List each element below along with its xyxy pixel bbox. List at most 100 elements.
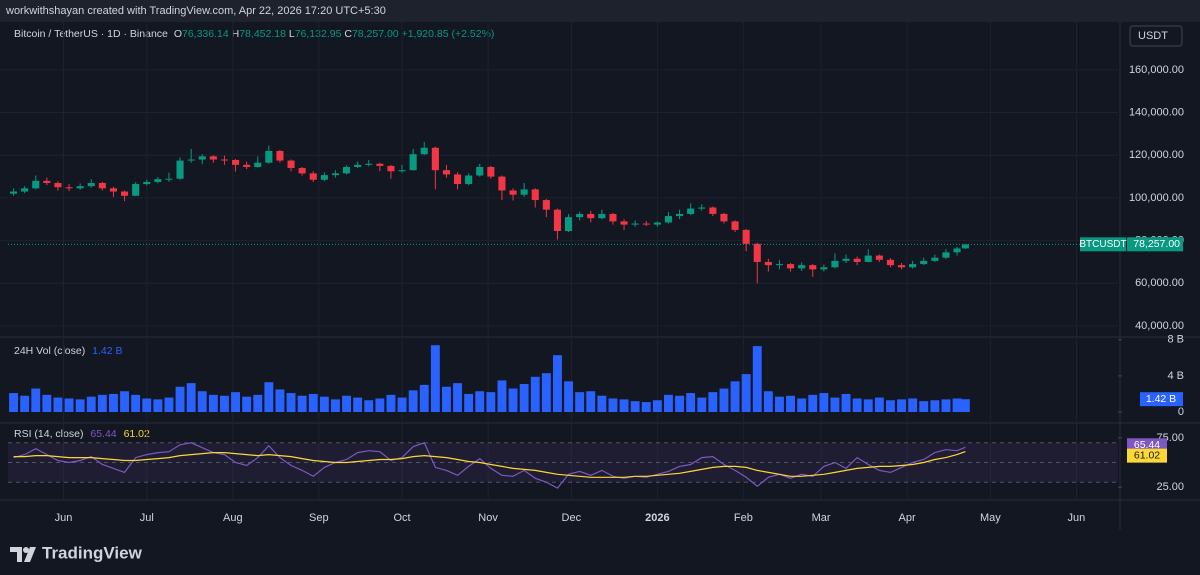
volume-bar	[741, 374, 751, 412]
volume-bar	[730, 381, 740, 412]
volume-bar	[508, 388, 518, 412]
high-key: H	[232, 28, 240, 40]
open-value: 76,336.14	[182, 28, 229, 40]
candle-body	[254, 162, 262, 167]
volume-bar	[919, 401, 929, 412]
brand: TradingView	[42, 543, 143, 562]
low-value: 76,132.95	[295, 28, 342, 40]
candle-body	[331, 173, 340, 176]
rsi-tag-label: 65.44	[1134, 439, 1160, 451]
candle-body	[909, 264, 917, 268]
candle-body	[786, 264, 795, 269]
legend: Bitcoin / TetherUS · 1D · Binance O76,33…	[14, 28, 494, 40]
volume-bar	[353, 397, 363, 412]
candle-body	[65, 187, 73, 189]
candle-body	[298, 168, 306, 174]
candle-body	[842, 258, 850, 261]
candle-body	[775, 264, 784, 266]
candle-body	[176, 160, 184, 179]
volume-bar	[664, 394, 673, 412]
price-tag	[1127, 237, 1183, 252]
symbol-label: BTCUSDT	[1079, 239, 1126, 250]
candle-body	[820, 267, 828, 270]
volume-bar	[553, 355, 562, 412]
volume-bar	[830, 397, 840, 412]
volume-bar	[697, 397, 707, 412]
volume-legend: 24H Vol (close) 1.42 B	[14, 345, 122, 357]
candle-body	[620, 221, 628, 225]
candle-body	[21, 188, 29, 192]
volume-bar	[186, 383, 196, 412]
candle-body	[853, 258, 861, 262]
candle-body	[198, 156, 206, 160]
candle-body	[498, 176, 506, 191]
volume-bar	[75, 399, 85, 412]
volume-bar	[586, 391, 596, 412]
volume-bar	[242, 396, 252, 412]
volume-bar	[120, 391, 129, 412]
volume-bar	[797, 398, 807, 412]
candle-body	[564, 217, 573, 232]
candle-body	[642, 223, 650, 225]
volume-bar	[386, 394, 396, 412]
candle-body	[431, 147, 439, 171]
candle-body	[320, 175, 328, 180]
volume-bar	[486, 392, 496, 412]
volume-bar	[497, 380, 507, 412]
volume-bar	[863, 399, 873, 412]
currency[interactable]: USDT	[1138, 30, 1168, 42]
volume-bar	[541, 373, 551, 412]
candle-body	[376, 163, 384, 166]
volume-bar	[142, 398, 152, 412]
candle-body	[687, 208, 695, 214]
low-key: L	[289, 28, 295, 40]
y-tick-label: 8 B	[1167, 334, 1184, 346]
volume-bar	[908, 398, 918, 412]
candle-body	[509, 190, 517, 195]
volume-bar	[719, 388, 729, 412]
x-tick-label: May	[980, 512, 1001, 524]
volume-bar	[42, 394, 52, 412]
candle-body	[864, 255, 872, 262]
x-tick-label: Dec	[562, 512, 582, 524]
candle-body	[897, 265, 906, 268]
volume-bar	[53, 397, 63, 412]
candle-body	[886, 259, 895, 266]
candle-body	[276, 150, 284, 161]
y-tick-label: 160,000.00	[1129, 64, 1184, 76]
volume-bar	[464, 393, 474, 412]
volume-bar	[453, 383, 462, 412]
candle-body	[675, 213, 684, 217]
volume-bar	[430, 345, 440, 412]
volume-bar	[874, 397, 884, 412]
candle-body	[209, 156, 217, 160]
volume-bar	[197, 391, 207, 412]
candle-body	[43, 180, 51, 183]
open-key: O	[174, 28, 182, 40]
candle-body	[576, 213, 584, 218]
volume-bar	[308, 393, 318, 412]
currency-button[interactable]	[1129, 25, 1183, 47]
symbol-title: Bitcoin / TetherUS · 1D · Binance	[14, 28, 168, 40]
volume-bar	[786, 395, 795, 412]
volume-bar	[264, 382, 274, 412]
volume-bar	[652, 400, 662, 412]
volume-bar	[419, 384, 429, 412]
volume-bar	[897, 399, 906, 412]
rsi-title: RSI (14, close)	[14, 428, 83, 440]
caption-bar	[0, 0, 1200, 22]
candle-body	[631, 223, 639, 225]
volume-bar	[564, 381, 573, 412]
candle-body	[231, 159, 240, 165]
candle-body	[365, 163, 373, 165]
close-value: 78,257.00	[352, 28, 399, 40]
candle-body	[98, 182, 106, 189]
x-tick-label: Feb	[734, 512, 753, 524]
candle-body	[398, 170, 406, 172]
volume-bar	[364, 400, 374, 412]
close-key: C	[344, 28, 352, 40]
volume-bar	[342, 395, 351, 412]
